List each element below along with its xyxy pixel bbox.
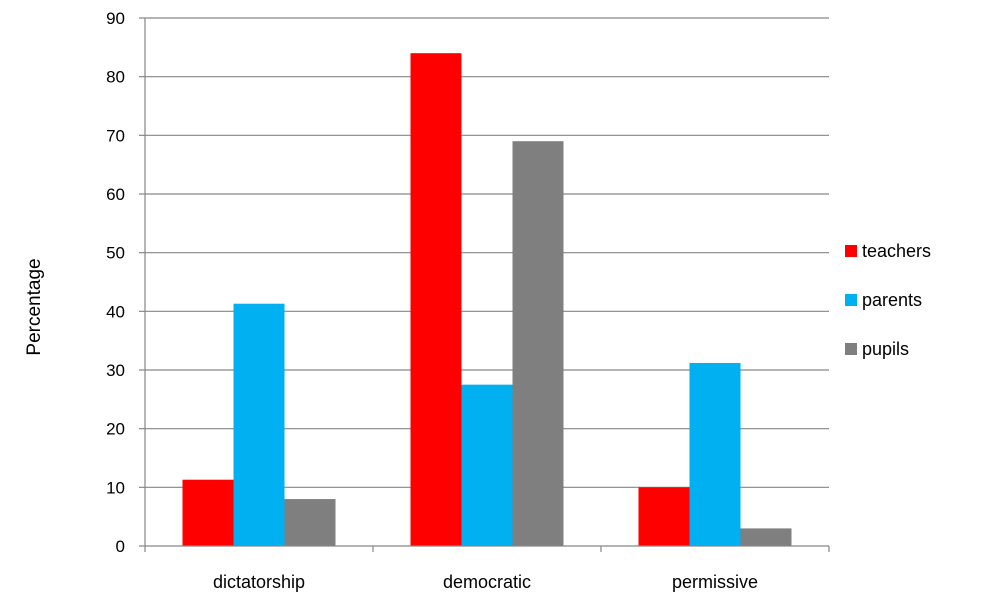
bar-teachers-permissive — [638, 487, 690, 546]
y-tick-label: 60 — [106, 185, 125, 204]
bar-parents-democratic — [461, 384, 513, 546]
legend-label-teachers: teachers — [862, 241, 931, 261]
x-tick-label: permissive — [672, 572, 758, 592]
y-tick-labels: 0 10 20 30 40 50 60 70 80 90 — [106, 9, 125, 556]
y-axis-title: Percentage — [24, 258, 45, 355]
legend-label-pupils: pupils — [862, 339, 909, 359]
bar-pupils-permissive — [740, 528, 792, 546]
y-tick-label: 70 — [106, 126, 125, 145]
axes — [144, 18, 829, 547]
legend-label-parents: parents — [862, 290, 922, 310]
y-tick-label: 10 — [106, 478, 125, 497]
y-tick-label: 80 — [106, 68, 125, 87]
y-tick-label: 20 — [106, 420, 125, 439]
legend: teachers parents pupils — [845, 241, 931, 359]
legend-swatch-teachers — [845, 245, 857, 257]
bar-teachers-democratic — [410, 53, 462, 546]
y-tick-label: 90 — [106, 9, 125, 28]
y-tick-label: 40 — [106, 302, 125, 321]
bar-parents-permissive — [689, 362, 741, 546]
bar-pupils-democratic — [512, 141, 564, 546]
y-tick-label: 50 — [106, 244, 125, 263]
y-tick-label: 30 — [106, 361, 125, 380]
bar-pupils-dictatorship — [284, 499, 336, 546]
bars — [182, 53, 792, 546]
x-tick-labels: dictatorship democratic permissive — [213, 572, 758, 592]
y-tick-label: 0 — [116, 537, 125, 556]
bar-parents-dictatorship — [233, 303, 285, 546]
legend-swatch-pupils — [845, 343, 857, 355]
x-tick-label: democratic — [443, 572, 531, 592]
legend-swatch-parents — [845, 294, 857, 306]
bar-teachers-dictatorship — [182, 479, 234, 546]
x-tick-label: dictatorship — [213, 572, 305, 592]
